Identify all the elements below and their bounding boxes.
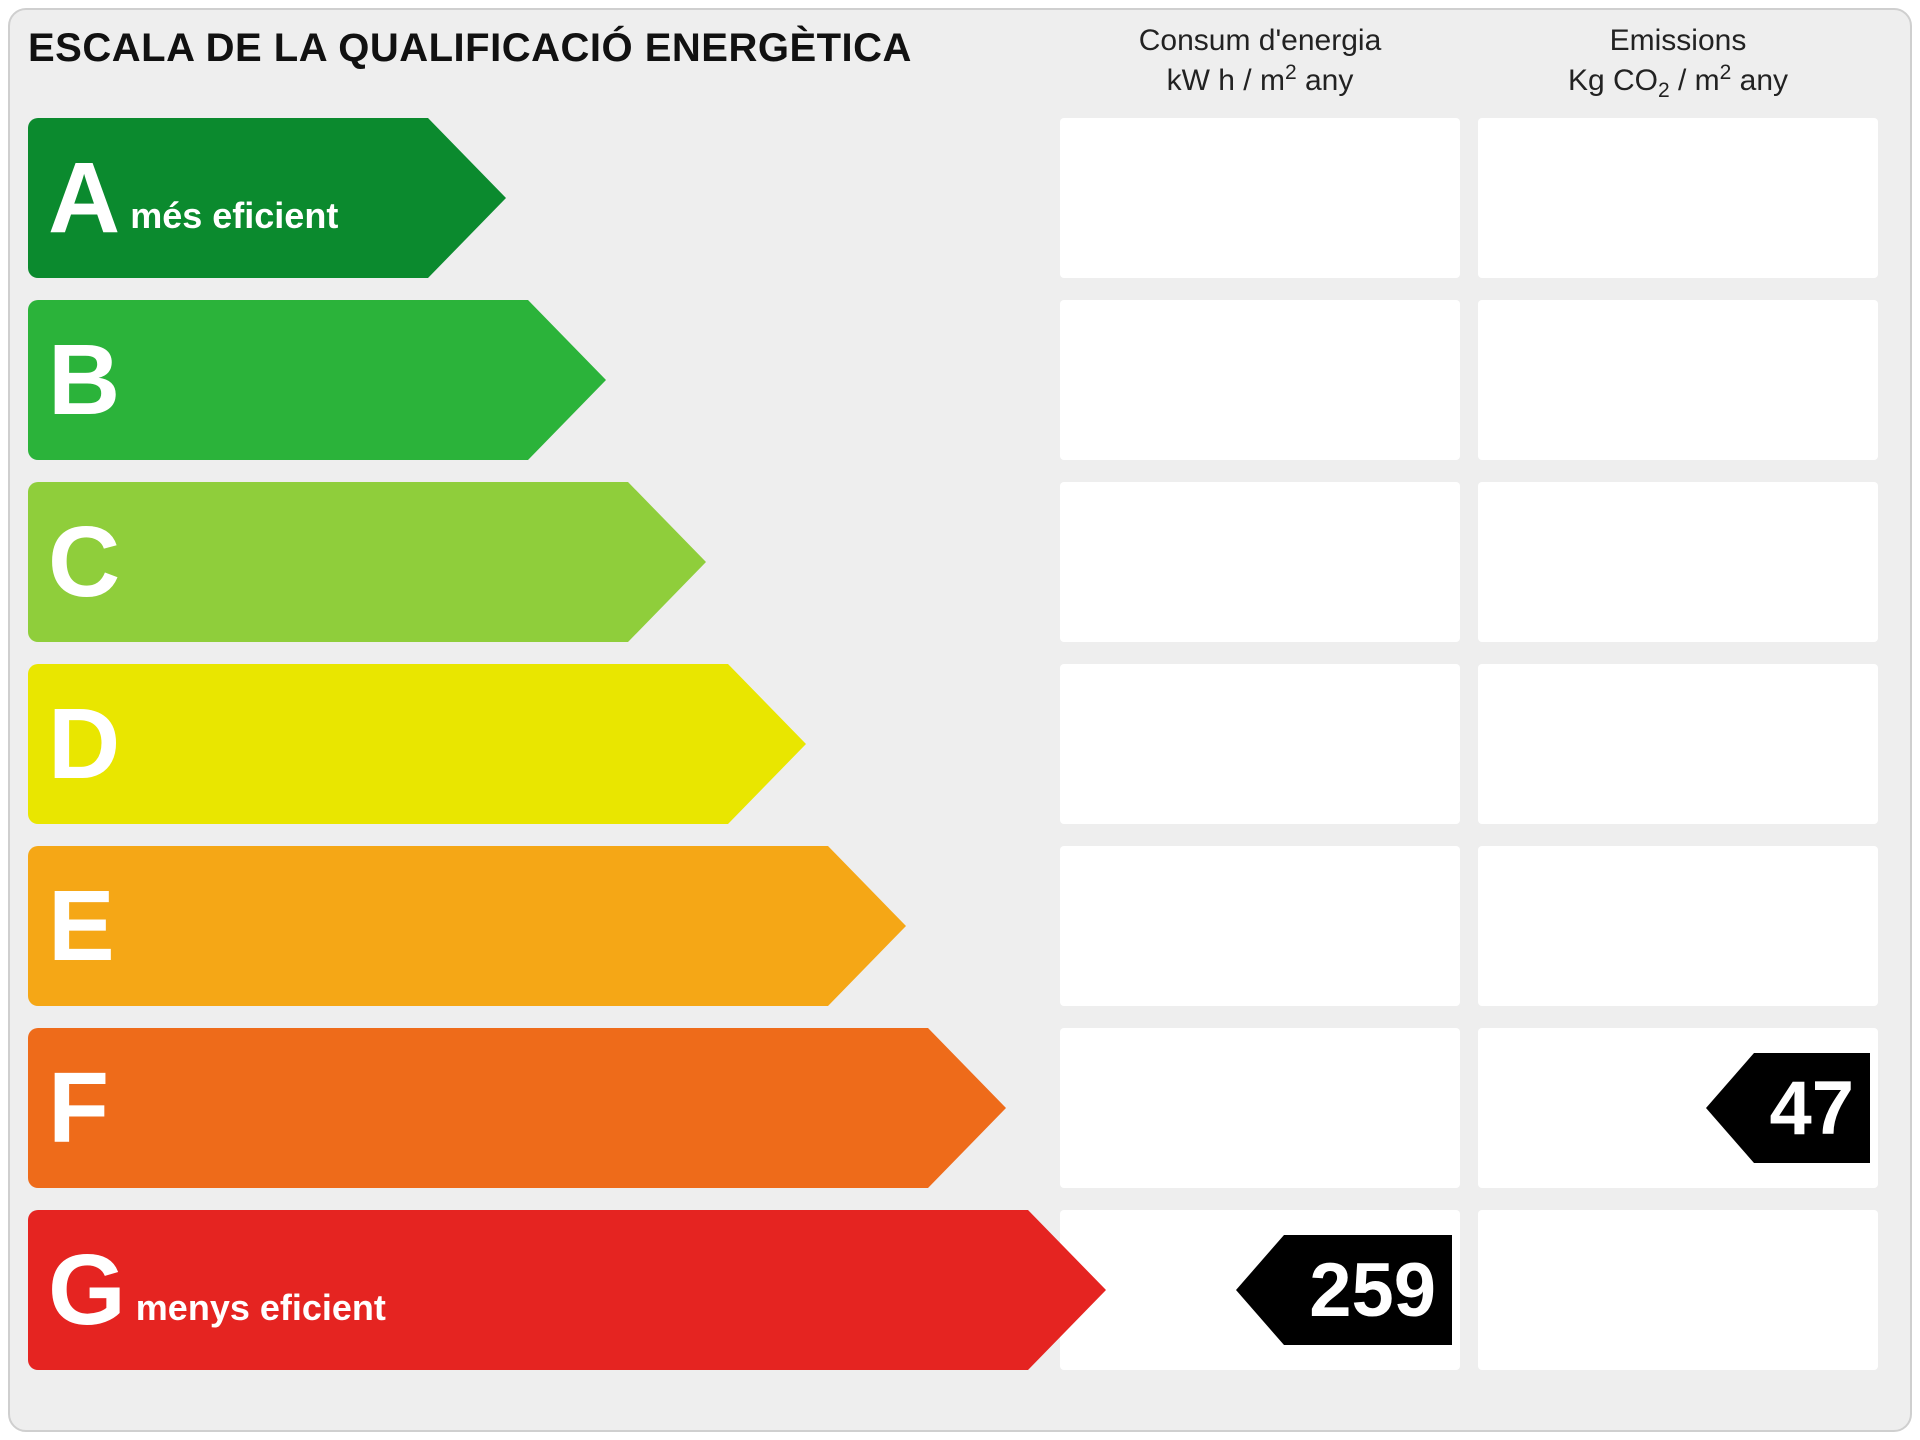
rating-letter: B <box>48 330 120 430</box>
rating-letter: E <box>48 876 115 976</box>
emissions-cell <box>1478 482 1878 642</box>
rating-rows: Amés eficient BCDEF 47 Gmenys eficient 259 <box>28 118 1892 1370</box>
rating-arrow: Gmenys eficient <box>28 1210 1106 1370</box>
emissions-cell <box>1478 1210 1878 1370</box>
header-row: ESCALA DE LA QUALIFICACIÓ ENERGÈTICA Con… <box>28 22 1892 112</box>
rating-arrow: C <box>28 482 706 642</box>
column-header-consum: Consum d'energia kW h / m2 any <box>1060 22 1460 99</box>
rating-row: F 47 <box>28 1028 1892 1188</box>
emissions-cell <box>1478 664 1878 824</box>
column-header-consum-line2: kW h / m2 any <box>1060 60 1460 100</box>
rating-arrow: F <box>28 1028 1006 1188</box>
rating-arrow: D <box>28 664 806 824</box>
consum-cell: 259 <box>1060 1210 1460 1370</box>
emissions-cell <box>1478 300 1878 460</box>
column-header-emissions-line1: Emissions <box>1478 22 1878 60</box>
emissions-cell <box>1478 118 1878 278</box>
rating-row: C <box>28 482 1892 642</box>
rating-arrow: Amés eficient <box>28 118 506 278</box>
column-header-consum-line1: Consum d'energia <box>1060 22 1460 60</box>
column-header-emissions: Emissions Kg CO2 / m2 any <box>1478 22 1878 104</box>
consum-cell <box>1060 1028 1460 1188</box>
value-number: 47 <box>1769 1053 1854 1163</box>
rating-letter: A <box>48 148 120 248</box>
consum-cell <box>1060 300 1460 460</box>
emissions-cell: 47 <box>1478 1028 1878 1188</box>
rating-letter: C <box>48 512 120 612</box>
consum-cell <box>1060 118 1460 278</box>
rating-arrow: B <box>28 300 606 460</box>
rating-arrow-wrap: E <box>28 846 1042 1006</box>
rating-arrow-wrap: F <box>28 1028 1042 1188</box>
rating-row: B <box>28 300 1892 460</box>
panel-title: ESCALA DE LA QUALIFICACIÓ ENERGÈTICA <box>28 22 1042 71</box>
value-tag: 47 <box>1706 1053 1870 1163</box>
rating-row: D <box>28 664 1892 824</box>
rating-sublabel: més eficient <box>130 195 338 237</box>
rating-arrow-wrap: B <box>28 300 1042 460</box>
column-header-emissions-line2: Kg CO2 / m2 any <box>1478 60 1878 104</box>
rating-row: Gmenys eficient 259 <box>28 1210 1892 1370</box>
rating-arrow-wrap: Gmenys eficient <box>28 1210 1042 1370</box>
emissions-cell <box>1478 846 1878 1006</box>
rating-arrow: E <box>28 846 906 1006</box>
rating-letter: G <box>48 1240 126 1340</box>
rating-arrow-wrap: D <box>28 664 1042 824</box>
energy-rating-panel: ESCALA DE LA QUALIFICACIÓ ENERGÈTICA Con… <box>8 8 1912 1432</box>
rating-arrow-wrap: C <box>28 482 1042 642</box>
consum-cell <box>1060 664 1460 824</box>
rating-letter: D <box>48 694 120 794</box>
value-number: 259 <box>1309 1235 1436 1345</box>
rating-letter: F <box>48 1058 109 1158</box>
consum-cell <box>1060 846 1460 1006</box>
rating-row: E <box>28 846 1892 1006</box>
value-tag: 259 <box>1236 1235 1452 1345</box>
rating-sublabel: menys eficient <box>136 1287 386 1329</box>
consum-cell <box>1060 482 1460 642</box>
rating-row: Amés eficient <box>28 118 1892 278</box>
rating-arrow-wrap: Amés eficient <box>28 118 1042 278</box>
